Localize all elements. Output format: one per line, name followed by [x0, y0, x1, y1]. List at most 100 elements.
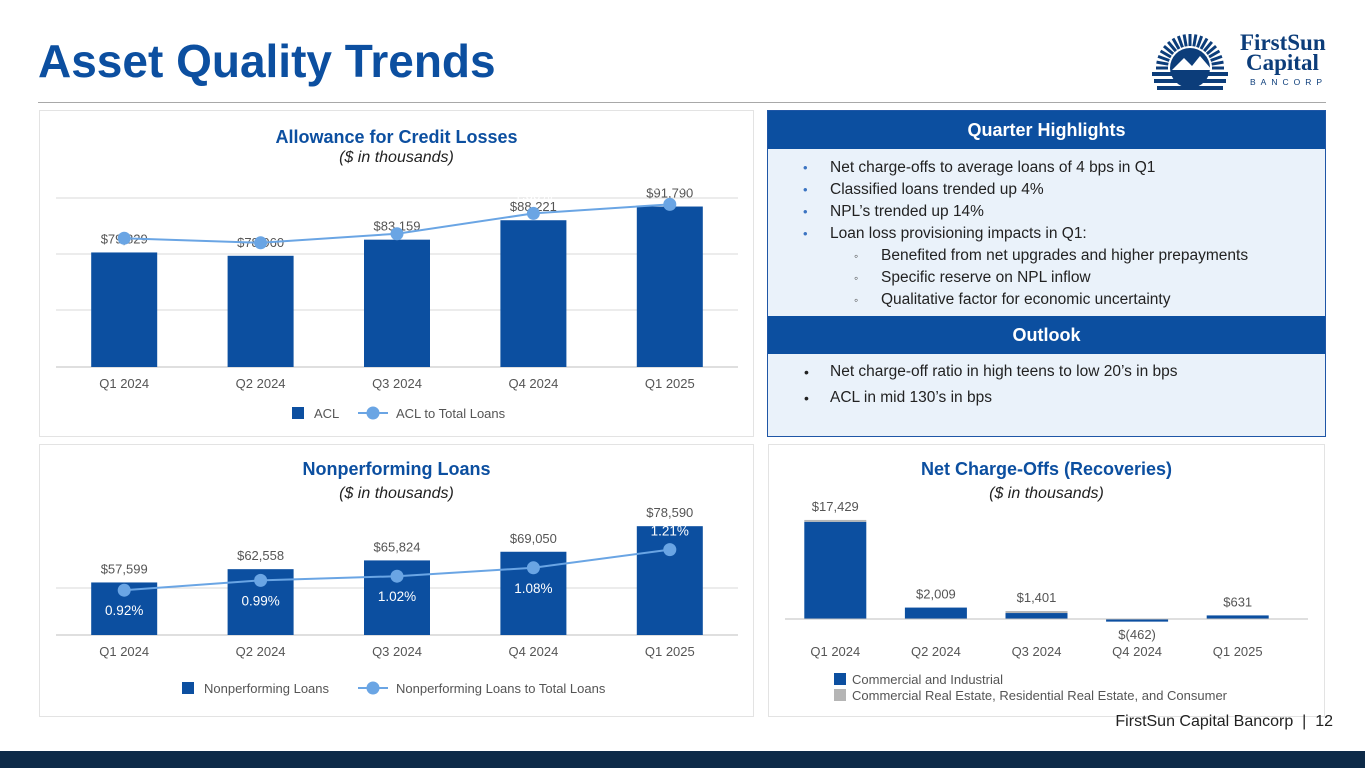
- legend-label: Nonperforming Loans to Total Loans: [396, 681, 606, 696]
- npl-chart-subtitle: ($ in thousands): [339, 485, 454, 502]
- bar: [1005, 611, 1068, 614]
- logo-text-capital: Capital: [1246, 50, 1319, 75]
- line-point: [117, 231, 131, 245]
- line-value-label: 1.02%: [378, 589, 416, 604]
- legend-swatch-bar: [834, 673, 846, 685]
- legend-label: Nonperforming Loans: [204, 681, 330, 696]
- line-point: [254, 236, 268, 250]
- npl-chart-title: Nonperforming Loans: [302, 459, 491, 479]
- legend-swatch-bar: [292, 407, 304, 419]
- bar: [904, 607, 967, 619]
- bar-value-label: $631: [1223, 594, 1252, 609]
- outlook-header: Outlook: [768, 316, 1325, 354]
- list-item: • Net charge-offs to average loans of 4 b…: [768, 157, 1325, 179]
- x-tick-label: Q1 2025: [1213, 644, 1263, 659]
- acl-chart-title: Allowance for Credit Losses: [275, 127, 518, 147]
- line-point: [390, 227, 404, 241]
- line-value-label: 1.38%: [514, 187, 552, 202]
- line-value-label: 0.92%: [105, 603, 143, 618]
- line-point: [526, 561, 540, 575]
- bar-value-label: $57,599: [101, 561, 148, 576]
- bullet-icon: •: [804, 390, 809, 406]
- x-tick-label: Q3 2024: [372, 644, 422, 659]
- line-value-label: 1.27%: [105, 212, 143, 227]
- footer-page-label: FirstSun Capital Bancorp | 12: [1115, 713, 1333, 730]
- line-value-label: 1.29%: [378, 208, 416, 223]
- bar-value-label: $83,159: [374, 219, 421, 234]
- nco-chart: $17,429 Q1 2024 $2,009 Q2 2024 $1,401 Q3 2024…: [785, 499, 1308, 703]
- list-item: • Loan loss provisioning impacts in Q1:: [768, 223, 1325, 245]
- legend-label: Commercial Real Estate, Residential Real…: [852, 688, 1228, 703]
- x-tick-label: Q1 2024: [810, 644, 860, 659]
- list-item: • Net charge-off ratio in high teens to l…: [768, 359, 1325, 385]
- x-tick-label: Q1 2024: [99, 376, 149, 391]
- sub-bullet-icon: ◦: [854, 293, 859, 307]
- logo-text-bancorp: BANCORP: [1250, 77, 1328, 87]
- x-tick-label: Q3 2024: [1012, 644, 1062, 659]
- footer-bar: [0, 751, 1365, 768]
- bar: [500, 220, 567, 367]
- line-value-label: 1.25%: [241, 217, 279, 232]
- line-value-label: 1.08%: [514, 581, 552, 596]
- bar-value-label: $62,558: [237, 548, 284, 563]
- bar: [1206, 615, 1269, 619]
- line-point: [663, 543, 677, 557]
- sub-bullet-icon: ◦: [854, 249, 859, 263]
- line-value-label: 1.21%: [651, 524, 689, 539]
- nco-chart-title: Net Charge-Offs (Recoveries): [920, 459, 1173, 479]
- bar: [364, 239, 430, 367]
- x-tick-label: Q3 2024: [372, 376, 422, 391]
- bar: [636, 526, 703, 635]
- legend-label: ACL: [314, 406, 339, 421]
- bullet-icon: •: [803, 204, 808, 219]
- list-item: • NPL’s trended up 14%: [768, 201, 1325, 223]
- page-title: Asset Quality Trends: [38, 35, 496, 87]
- sub-bullet-icon: ◦: [854, 271, 859, 285]
- bar: [91, 252, 158, 367]
- list-item: ◦ Qualitative factor for economic uncerta…: [768, 289, 1325, 311]
- quarter-highlights-box: Quarter Highlights • Net charge-offs to a…: [767, 110, 1326, 437]
- bar-value-label: $65,824: [374, 539, 421, 554]
- bar: [227, 255, 294, 367]
- x-tick-label: Q2 2024: [911, 644, 961, 659]
- bar-value-label: $(462): [1118, 627, 1156, 642]
- line-point: [663, 197, 677, 211]
- logo-text-firstsun: FirstSun: [1240, 30, 1326, 55]
- bar-value-label: $78,590: [646, 505, 693, 520]
- title-divider: [38, 102, 1326, 103]
- nco-chart-subtitle: ($ in thousands): [989, 485, 1104, 502]
- x-tick-label: Q1 2025: [645, 644, 695, 659]
- bar-value-label: $91,790: [646, 186, 693, 201]
- line-value-label: 1.42%: [651, 178, 689, 193]
- legend-swatch-bar: [182, 682, 194, 694]
- x-tick-label: Q4 2024: [508, 644, 558, 659]
- bar-value-label: $17,429: [812, 499, 859, 514]
- list-item: • Classified loans trended up 4%: [768, 179, 1325, 201]
- legend-swatch-point: [366, 681, 380, 695]
- line-point: [526, 206, 540, 220]
- quarter-highlights-header: Quarter Highlights: [768, 111, 1325, 149]
- bar-value-label: $88,221: [510, 199, 557, 214]
- outlook-list: • Net charge-off ratio in high teens to l…: [768, 359, 1325, 411]
- acl-chart-subtitle: ($ in thousands): [339, 149, 454, 166]
- legend-swatch-point: [366, 406, 380, 420]
- bar: [804, 521, 867, 619]
- bar: [1005, 613, 1068, 619]
- bullet-icon: •: [803, 226, 808, 241]
- legend-label: ACL to Total Loans: [396, 406, 506, 421]
- bar: [804, 519, 867, 522]
- acl-panel: Allowance for Credit Losses ($ in thousa…: [39, 110, 754, 437]
- x-tick-label: Q1 2024: [99, 644, 149, 659]
- line-point: [254, 573, 268, 587]
- legend-swatch-bar: [834, 689, 846, 701]
- x-tick-label: Q2 2024: [236, 644, 286, 659]
- bar: [636, 206, 703, 367]
- list-item: ◦ Benefited from net upgrades and higher …: [768, 245, 1325, 267]
- bar-value-label: $1,401: [1017, 590, 1057, 605]
- bar: [1106, 619, 1169, 622]
- bullet-icon: •: [803, 182, 808, 197]
- bullet-icon: •: [804, 364, 809, 380]
- bar-value-label: $2,009: [916, 587, 956, 602]
- line-point: [390, 569, 404, 583]
- line-value-label: 0.99%: [241, 593, 279, 608]
